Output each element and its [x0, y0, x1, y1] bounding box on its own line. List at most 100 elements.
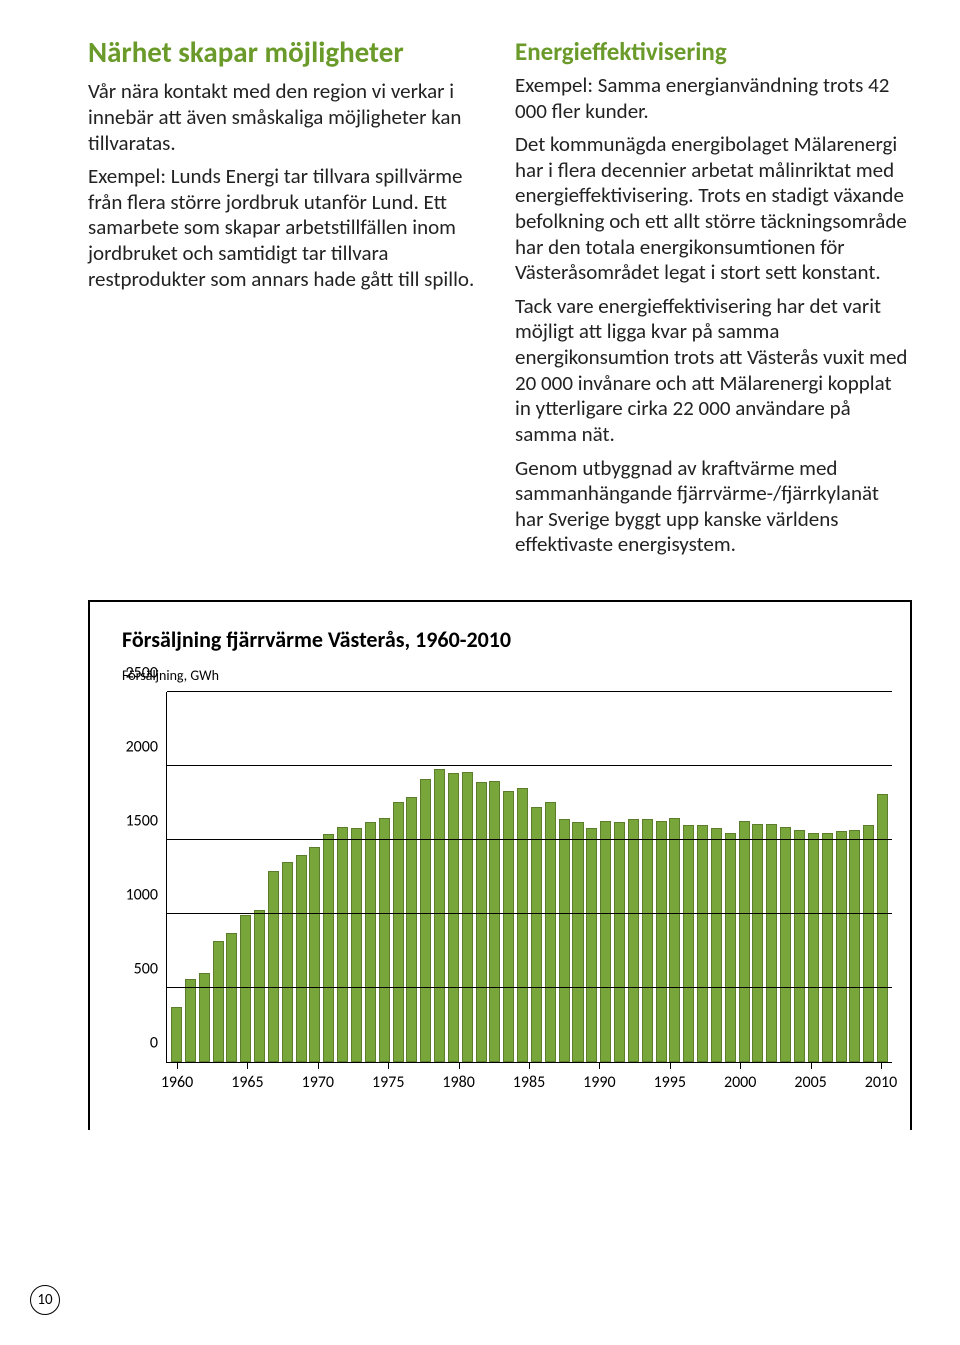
- chart-bar: [365, 822, 376, 1062]
- left-column: Närhet skapar möjligheter Vår nära konta…: [88, 36, 485, 566]
- document-page: Närhet skapar möjligheter Vår nära konta…: [0, 0, 960, 1345]
- chart-bars: [167, 692, 892, 1062]
- chart-grid-line: [167, 765, 892, 766]
- right-column: Energieffektivisering Exempel: Samma ene…: [515, 36, 912, 566]
- chart-bar: [406, 797, 417, 1062]
- chart-y-tick-label: 500: [134, 959, 158, 978]
- chart-grid-line: [167, 987, 892, 988]
- left-paragraph-1: Vår nära kontakt med den region vi ver­k…: [88, 79, 485, 156]
- chart-bar: [462, 772, 473, 1062]
- chart-x-tick-mark: [740, 1063, 741, 1069]
- chart-x-tick-mark: [881, 1063, 882, 1069]
- chart-bar: [254, 910, 265, 1062]
- right-paragraph-4: Genom utbyggnad av kraftvärme med samman…: [515, 456, 912, 558]
- chart-bar: [683, 825, 694, 1062]
- chart-bar: [642, 819, 653, 1062]
- chart-x-tick-mark: [247, 1063, 248, 1069]
- chart-bar: [268, 871, 279, 1062]
- chart-y-tick-label: 2000: [126, 737, 158, 756]
- chart-bar: [780, 827, 791, 1062]
- chart-bar: [656, 821, 667, 1062]
- chart-x-tick-label: 2005: [794, 1073, 826, 1092]
- chart-bar: [794, 830, 805, 1062]
- chart-bar: [282, 862, 293, 1062]
- page-number: 10: [30, 1285, 60, 1315]
- chart-bar: [739, 821, 750, 1062]
- chart-y-tick-label: 0: [150, 1033, 158, 1052]
- chart-bar: [725, 833, 736, 1062]
- chart-bar: [877, 794, 888, 1062]
- chart-title: Försäljning fjärrvärme Västerås, 1960-20…: [122, 626, 892, 653]
- chart-bar: [351, 828, 362, 1062]
- chart-bar: [434, 769, 445, 1062]
- chart-bar: [517, 788, 528, 1062]
- chart-x-tick-label: 1975: [372, 1073, 404, 1092]
- chart-bar: [697, 825, 708, 1062]
- chart-bar: [766, 824, 777, 1062]
- chart-bar: [185, 979, 196, 1062]
- chart-bar: [420, 779, 431, 1062]
- chart-y-axis: 05001000150020002500: [108, 692, 166, 1062]
- chart-bar: [323, 834, 334, 1062]
- chart-bar: [489, 781, 500, 1062]
- chart-x-tick-label: 1985: [513, 1073, 545, 1092]
- chart-bar: [240, 915, 251, 1062]
- chart-bar: [586, 828, 597, 1062]
- chart-x-axis: 1960196519701975198019851990199520002005…: [166, 1062, 892, 1106]
- chart-bar: [600, 821, 611, 1062]
- chart-bar: [337, 827, 348, 1062]
- chart-x-tick-mark: [318, 1063, 319, 1069]
- chart-bar: [863, 825, 874, 1062]
- chart-y-tick-label: 1500: [126, 811, 158, 830]
- chart-bar: [171, 1007, 182, 1062]
- chart-bar: [822, 833, 833, 1062]
- chart-y-axis-label: Försäljning, GWh: [122, 667, 892, 684]
- chart-grid-line: [167, 913, 892, 914]
- chart-plot-area: 05001000150020002500: [108, 692, 892, 1062]
- chart-x-tick-label: 1960: [161, 1073, 193, 1092]
- chart-x-tick-label: 1970: [302, 1073, 334, 1092]
- chart-x-tick-mark: [599, 1063, 600, 1069]
- chart-bar: [849, 830, 860, 1062]
- chart-x-tick-label: 2010: [865, 1073, 897, 1092]
- chart-bar: [226, 933, 237, 1062]
- chart-bars-area: [166, 692, 892, 1062]
- chart-bar: [393, 802, 404, 1062]
- chart-bar: [628, 819, 639, 1062]
- left-paragraph-2: Exempel: Lunds Energi tar tillvara spill…: [88, 164, 485, 292]
- chart-bar: [752, 824, 763, 1062]
- right-paragraph-1: Exempel: Samma energianvändning trots 42…: [515, 73, 912, 124]
- chart-x-tick-mark: [177, 1063, 178, 1069]
- chart-bar: [614, 822, 625, 1062]
- chart-bar: [296, 855, 307, 1062]
- right-paragraph-2: Det kommunägda energibolaget Mälar­energ…: [515, 132, 912, 286]
- chart-bar: [836, 831, 847, 1062]
- chart-x-tick-label: 2000: [724, 1073, 756, 1092]
- heading-right: Energieffektivisering: [515, 36, 912, 67]
- chart-bar: [711, 828, 722, 1062]
- chart-y-tick-label: 1000: [126, 885, 158, 904]
- chart-bar: [572, 822, 583, 1062]
- chart-bar: [476, 782, 487, 1062]
- chart-x-tick-mark: [459, 1063, 460, 1069]
- heading-left: Närhet skapar möjligheter: [88, 36, 485, 69]
- chart-x-tick-mark: [670, 1063, 671, 1069]
- chart-x-tick-label: 1965: [231, 1073, 263, 1092]
- chart-bar: [545, 802, 556, 1062]
- chart-bar: [379, 818, 390, 1062]
- chart-bar: [503, 791, 514, 1062]
- chart-bar: [669, 818, 680, 1062]
- chart-y-tick-label: 2500: [126, 663, 158, 682]
- chart-bar: [309, 847, 320, 1062]
- two-column-text: Närhet skapar möjligheter Vår nära konta…: [88, 36, 912, 566]
- chart-bar: [213, 941, 224, 1062]
- chart-grid-line: [167, 839, 892, 840]
- chart-bar: [808, 833, 819, 1062]
- chart-x-tick-mark: [811, 1063, 812, 1069]
- chart-bar: [559, 819, 570, 1062]
- chart-grid-line: [167, 691, 892, 692]
- chart-x-tick-label: 1990: [583, 1073, 615, 1092]
- chart-x-tick-label: 1995: [654, 1073, 686, 1092]
- chart-x-tick-mark: [388, 1063, 389, 1069]
- chart-bar: [531, 807, 542, 1062]
